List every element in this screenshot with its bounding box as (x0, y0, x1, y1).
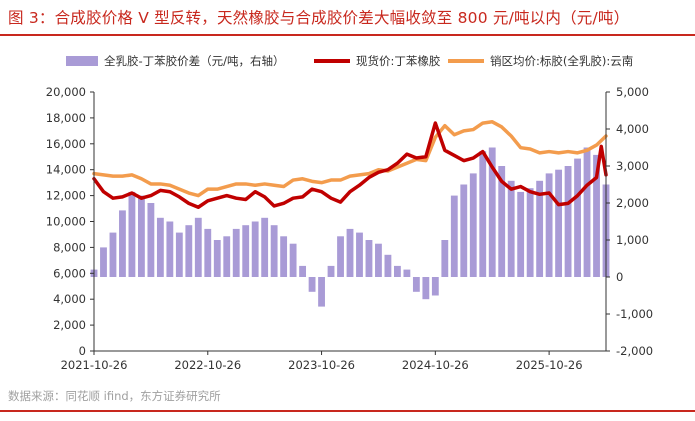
legend: 全乳胶-丁苯胶价差（元/吨，右轴） 现货价:丁苯橡胶 销区均价:标胶(全乳胶):… (66, 54, 633, 68)
spread-bar (593, 154, 600, 277)
legend-label-spot: 现货价:丁苯橡胶 (356, 54, 441, 68)
chart-title: 图 3：合成胶价格 V 型反转，天然橡胶与合成胶价差大幅收敛至 800 元/吨以… (8, 9, 630, 27)
spread-bar (356, 232, 363, 277)
spread-bar (194, 217, 202, 277)
sales-price-line (92, 120, 608, 198)
x-axis-tick-label: 2022-10-26 (174, 358, 241, 372)
spread-bar (517, 191, 525, 277)
right-axis-tick-label: -1,000 (616, 307, 653, 321)
spread-bar (488, 147, 496, 277)
spread-bar (337, 236, 344, 277)
spread-bar (128, 191, 136, 277)
spread-bar (204, 228, 212, 277)
right-axis-tick-label: -2,000 (616, 344, 653, 358)
spread-bar (119, 210, 126, 277)
spread-bar (232, 228, 240, 277)
spread-bar (460, 184, 468, 277)
left-axis-tick-label: 10,000 (46, 215, 86, 229)
spread-bar (261, 217, 269, 277)
spread-bar (213, 240, 221, 277)
spread-bar (450, 195, 458, 277)
spread-bar (147, 203, 155, 277)
bottom-divider (0, 410, 695, 412)
left-axis-tick-label: 18,000 (46, 111, 86, 125)
spread-bar (526, 188, 534, 277)
spread-bar (346, 228, 354, 277)
spread-bar (479, 151, 487, 277)
data-source-note: 数据来源：同花顺 ifind，东方证券研究所 (8, 389, 221, 403)
spread-bar (555, 169, 563, 277)
right-axis-tick-label: 0 (616, 270, 623, 284)
spread-bar (545, 173, 553, 277)
x-axis-tick-label: 2024-10-26 (402, 358, 469, 372)
right-axis-tick-label: 3,000 (616, 159, 649, 173)
spread-bar (431, 277, 439, 296)
left-axis-tick-label: 2,000 (53, 318, 86, 332)
left-axis-tick-label: 6,000 (53, 266, 86, 280)
spread-bar (583, 147, 591, 277)
spread-bar (289, 243, 297, 277)
left-axis-tick-label: 4,000 (53, 292, 86, 306)
spread-bar (327, 265, 335, 277)
spread-bar (308, 277, 316, 292)
spread-bar (536, 180, 544, 277)
legend-label-spread: 全乳胶-丁苯胶价差（元/吨，右轴） (104, 54, 285, 68)
spread-bar (403, 269, 411, 277)
price-lines (92, 120, 608, 209)
spread-bars (90, 147, 610, 307)
legend-swatch-spread (66, 56, 98, 66)
x-axis-tick-label: 2023-10-26 (288, 358, 355, 372)
spread-bar (375, 243, 382, 277)
spread-bar (507, 180, 515, 277)
spread-bar (422, 277, 430, 300)
right-axis-tick-label: 2,000 (616, 196, 649, 210)
spread-bar (564, 166, 572, 277)
x-axis-tick-label: 2021-10-26 (61, 358, 128, 372)
spread-bar (166, 221, 174, 277)
spread-bar (100, 247, 107, 277)
spread-bar (574, 158, 581, 277)
spread-bar (412, 277, 420, 292)
spread-bar (280, 236, 288, 277)
left-axis-tick-label: 20,000 (46, 85, 86, 99)
right-axis-tick-label: 5,000 (616, 85, 649, 99)
spread-bar (223, 236, 231, 277)
spread-bar (175, 232, 183, 277)
spread-bar (365, 240, 373, 277)
spread-bar (441, 240, 449, 277)
spread-bar (251, 221, 259, 277)
spread-bar (109, 232, 117, 277)
spread-bar (156, 217, 164, 277)
spread-bar (393, 265, 401, 277)
left-axis-tick-label: 0 (79, 344, 86, 358)
x-axis-tick-label: 2025-10-26 (516, 358, 583, 372)
left-axis-tick-label: 14,000 (46, 163, 86, 177)
right-axis-tick-label: 4,000 (616, 122, 649, 136)
tick-labels: 0 2,000 4,000 6,000 8,000 10,000 12,000 14,000 1… (46, 85, 653, 372)
right-axis-tick-label: 1,000 (616, 233, 649, 247)
spread-bar (299, 265, 307, 277)
left-axis-tick-label: 8,000 (53, 240, 86, 254)
spread-bar (318, 277, 325, 307)
legend-label-sales: 销区均价:标胶(全乳胶):云南 (490, 54, 633, 68)
left-axis-tick-label: 16,000 (46, 137, 86, 151)
left-axis-tick-label: 12,000 (46, 189, 86, 203)
spread-bar (498, 166, 506, 277)
spread-bar (185, 225, 193, 277)
spread-bar (137, 195, 145, 277)
title-divider (0, 34, 695, 36)
spread-bar (270, 225, 278, 277)
spot-price-line (92, 121, 608, 209)
spread-bar (469, 173, 477, 277)
price-spread-chart: 全乳胶-丁苯胶价差（元/吨，右轴） 现货价:丁苯橡胶 销区均价:标胶(全乳胶):… (46, 54, 653, 372)
spread-bar (384, 254, 392, 277)
spread-bar (242, 225, 250, 277)
